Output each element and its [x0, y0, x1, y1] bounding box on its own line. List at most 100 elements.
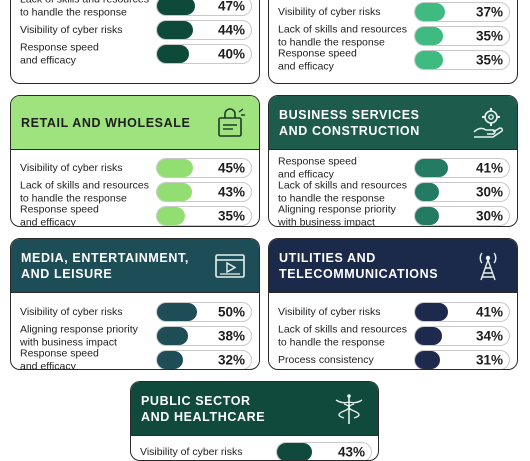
bar	[415, 351, 441, 369]
bar	[415, 51, 444, 69]
data-label: 44%	[217, 22, 245, 38]
bar-row: Aligning response priority with business …	[269, 203, 517, 227]
category-label-line: Lack of skills and resources	[278, 179, 407, 192]
bar	[157, 207, 186, 225]
bar-track: 35%	[414, 26, 510, 46]
data-label: 47%	[217, 0, 245, 14]
category-label-line: and efficacy	[278, 60, 334, 72]
bar	[157, 0, 195, 15]
bar-track: 30%	[414, 206, 510, 226]
chart-card-utilities: UTILITIES AND TELECOMMUNICATIONS Visibili…	[268, 238, 518, 370]
shopping-bag-icon	[218, 107, 245, 137]
bar	[277, 443, 312, 460]
bar-row: Response speed and efficacy 41%	[269, 155, 517, 181]
data-label: 41%	[475, 304, 503, 320]
antenna-tower-icon	[479, 252, 497, 280]
category-label: Visibility of cyber risks	[20, 306, 160, 319]
bar	[157, 327, 188, 345]
title-line: AND CONSTRUCTION	[279, 123, 420, 138]
card-header: MEDIA, ENTERTAINMENT, AND LEISURE	[11, 239, 259, 293]
bar-row: Response speed and efficacy 35%	[269, 47, 517, 73]
chart-card-media: MEDIA, ENTERTAINMENT, AND LEISURE Visibil…	[10, 238, 260, 370]
bar-row: Response speed and efficacy 32%	[11, 347, 259, 369]
category-label: Response speed and efficacy	[278, 48, 418, 73]
title-line: MEDIA, ENTERTAINMENT,	[21, 250, 189, 265]
bar	[415, 3, 445, 21]
category-label: Visibility of cyber risks	[278, 6, 418, 19]
video-player-icon	[215, 253, 245, 278]
category-label-line: Response speed	[20, 347, 99, 360]
title-line: UTILITIES AND	[279, 250, 376, 265]
bar	[415, 159, 449, 177]
data-label: 35%	[475, 52, 503, 68]
bar-row: Visibility of cyber risks 44%	[11, 17, 259, 43]
gear-hand-icon	[473, 107, 504, 138]
chart-card-retail: RETAIL AND WHOLESALE Visibility of cyber…	[10, 95, 260, 227]
bar	[157, 303, 198, 321]
caduceus-icon	[335, 393, 363, 424]
bar-track: 32%	[156, 350, 252, 369]
category-label-line: to handle the response	[278, 192, 385, 204]
bar-row: Visibility of cyber risks 45%	[11, 155, 259, 181]
category-label-line: Response speed	[278, 47, 357, 60]
bar	[415, 27, 444, 45]
data-label: 34%	[475, 328, 503, 344]
bar-track: 45%	[156, 158, 252, 178]
bar-track: 47%	[156, 0, 252, 16]
bar-row: Visibility of cyber risks 41%	[269, 299, 517, 325]
bar-track: 35%	[414, 50, 510, 70]
chart-card-top-right: Visibility of cyber risks 37% Lack of skil…	[268, 0, 518, 84]
bar	[157, 45, 190, 63]
title-line: RETAIL AND WHOLESALE	[21, 115, 191, 130]
category-label-line: Process consistency	[278, 353, 374, 366]
bar-track: 35%	[156, 206, 252, 226]
category-label-line: Lack of skills and resources	[278, 23, 407, 36]
data-label: 32%	[217, 352, 245, 368]
category-label-line: Lack of skills and resources	[278, 323, 407, 336]
category-label-line: with business impact	[278, 216, 375, 227]
card-title: PUBLIC SECTOR AND HEALTHCARE	[141, 393, 341, 425]
card-header: BUSINESS SERVICES AND CONSTRUCTION	[269, 96, 517, 150]
category-label-line: to handle the response	[278, 336, 385, 348]
category-label: Aligning response priority with business …	[278, 203, 418, 227]
bar-track: 50%	[156, 302, 252, 322]
data-label: 45%	[217, 160, 245, 176]
category-label-line: to handle the response	[20, 6, 127, 18]
category-label-line: and efficacy	[278, 168, 334, 180]
category-label: Process consistency	[278, 354, 418, 367]
category-label-line: Visibility of cyber risks	[278, 5, 381, 18]
bar-track: 38%	[156, 326, 252, 346]
bar-row: Visibility of cyber risks 43%	[131, 439, 378, 460]
category-label-line: Visibility of cyber risks	[140, 445, 243, 458]
category-label-line: and efficacy	[20, 54, 76, 66]
chart-card-public-sector: PUBLIC SECTOR AND HEALTHCARE Visibility o…	[130, 381, 379, 461]
card-header: RETAIL AND WHOLESALE	[11, 96, 259, 150]
bar	[157, 159, 194, 177]
bar	[415, 327, 443, 345]
category-label-line: with business impact	[20, 336, 117, 348]
bar-row: Response speed and efficacy 40%	[11, 41, 259, 67]
data-label: 30%	[475, 184, 503, 200]
title-line: AND HEALTHCARE	[141, 409, 266, 424]
bar	[415, 303, 449, 321]
bar	[157, 21, 193, 39]
category-label-line: Aligning response priority	[278, 203, 396, 216]
card-header: UTILITIES AND TELECOMMUNICATIONS	[269, 239, 517, 293]
bar-track: 34%	[414, 326, 510, 346]
bar-track: 37%	[414, 2, 510, 22]
data-label: 50%	[217, 304, 245, 320]
bar-track: 44%	[156, 20, 252, 40]
title-line: BUSINESS SERVICES	[279, 107, 420, 122]
bar-row: Aligning response priority with business …	[11, 323, 259, 349]
category-label-line: Aligning response priority	[20, 323, 138, 336]
